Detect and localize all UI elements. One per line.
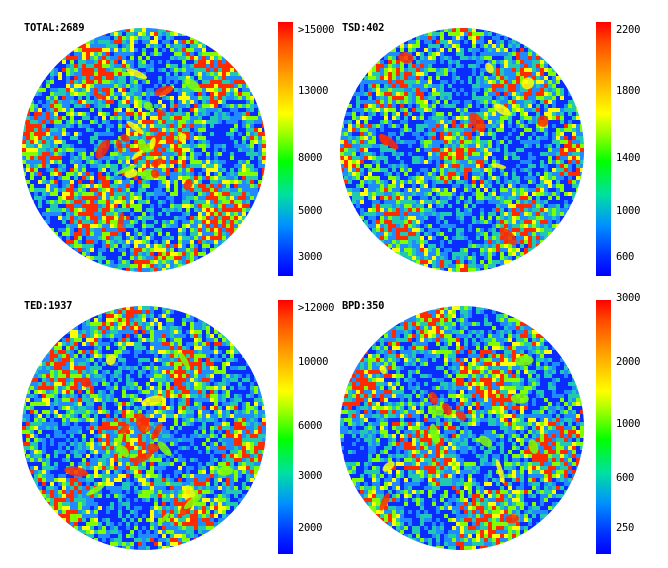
panel-ted: TED:1937 >12000 10000 6000 3000 2000 — [0, 278, 334, 562]
colorbar-tick: >15000 — [298, 24, 335, 36]
colorbar-tick: 6000 — [298, 420, 323, 432]
colorbar-tick: 250 — [616, 522, 635, 534]
colorbar-tick: 8000 — [298, 152, 323, 164]
density-cells — [340, 306, 584, 550]
panel-total: TOTAL:2689 >15000 13000 8000 5000 3000 — [0, 0, 334, 284]
colorbar — [596, 300, 611, 554]
colorbar-tick: 13000 — [298, 85, 329, 97]
colorbar-tick: 1000 — [616, 418, 641, 430]
colorbar-tick: 600 — [616, 472, 635, 484]
circular-density-map — [22, 306, 266, 550]
panel-title: BPD:350 — [342, 300, 385, 312]
panel-tsd: TSD:402 2200 1800 1400 1000 600 — [318, 0, 652, 284]
panel-title: TOTAL:2689 — [24, 22, 85, 34]
colorbar-tick: 2000 — [298, 522, 323, 534]
panel-title: TED:1937 — [24, 300, 73, 312]
density-cells — [22, 306, 266, 550]
colorbar-tick: 1000 — [616, 205, 641, 217]
colorbar-tick: >12000 — [298, 302, 335, 314]
colorbar — [596, 22, 611, 276]
circular-density-map — [340, 28, 584, 272]
colorbar-tick: 2200 — [616, 24, 641, 36]
colorbar — [278, 300, 293, 554]
colorbar-tick: 3000 — [298, 251, 323, 263]
colorbar-tick: 3000 — [616, 292, 641, 304]
colorbar-tick: 1400 — [616, 152, 641, 164]
colorbar-tick: 600 — [616, 251, 635, 263]
density-cells — [340, 28, 584, 272]
colorbar-tick: 3000 — [298, 470, 323, 482]
colorbar — [278, 22, 293, 276]
panel-bpd: BPD:350 3000 2000 1000 600 250 — [318, 278, 652, 562]
colorbar-tick: 10000 — [298, 356, 329, 368]
colorbar-tick: 2000 — [616, 356, 641, 368]
circular-density-map — [340, 306, 584, 550]
density-cells — [22, 28, 266, 272]
colorbar-tick: 1800 — [616, 85, 641, 97]
panel-title: TSD:402 — [342, 22, 385, 34]
circular-density-map — [22, 28, 266, 272]
colorbar-tick: 5000 — [298, 205, 323, 217]
